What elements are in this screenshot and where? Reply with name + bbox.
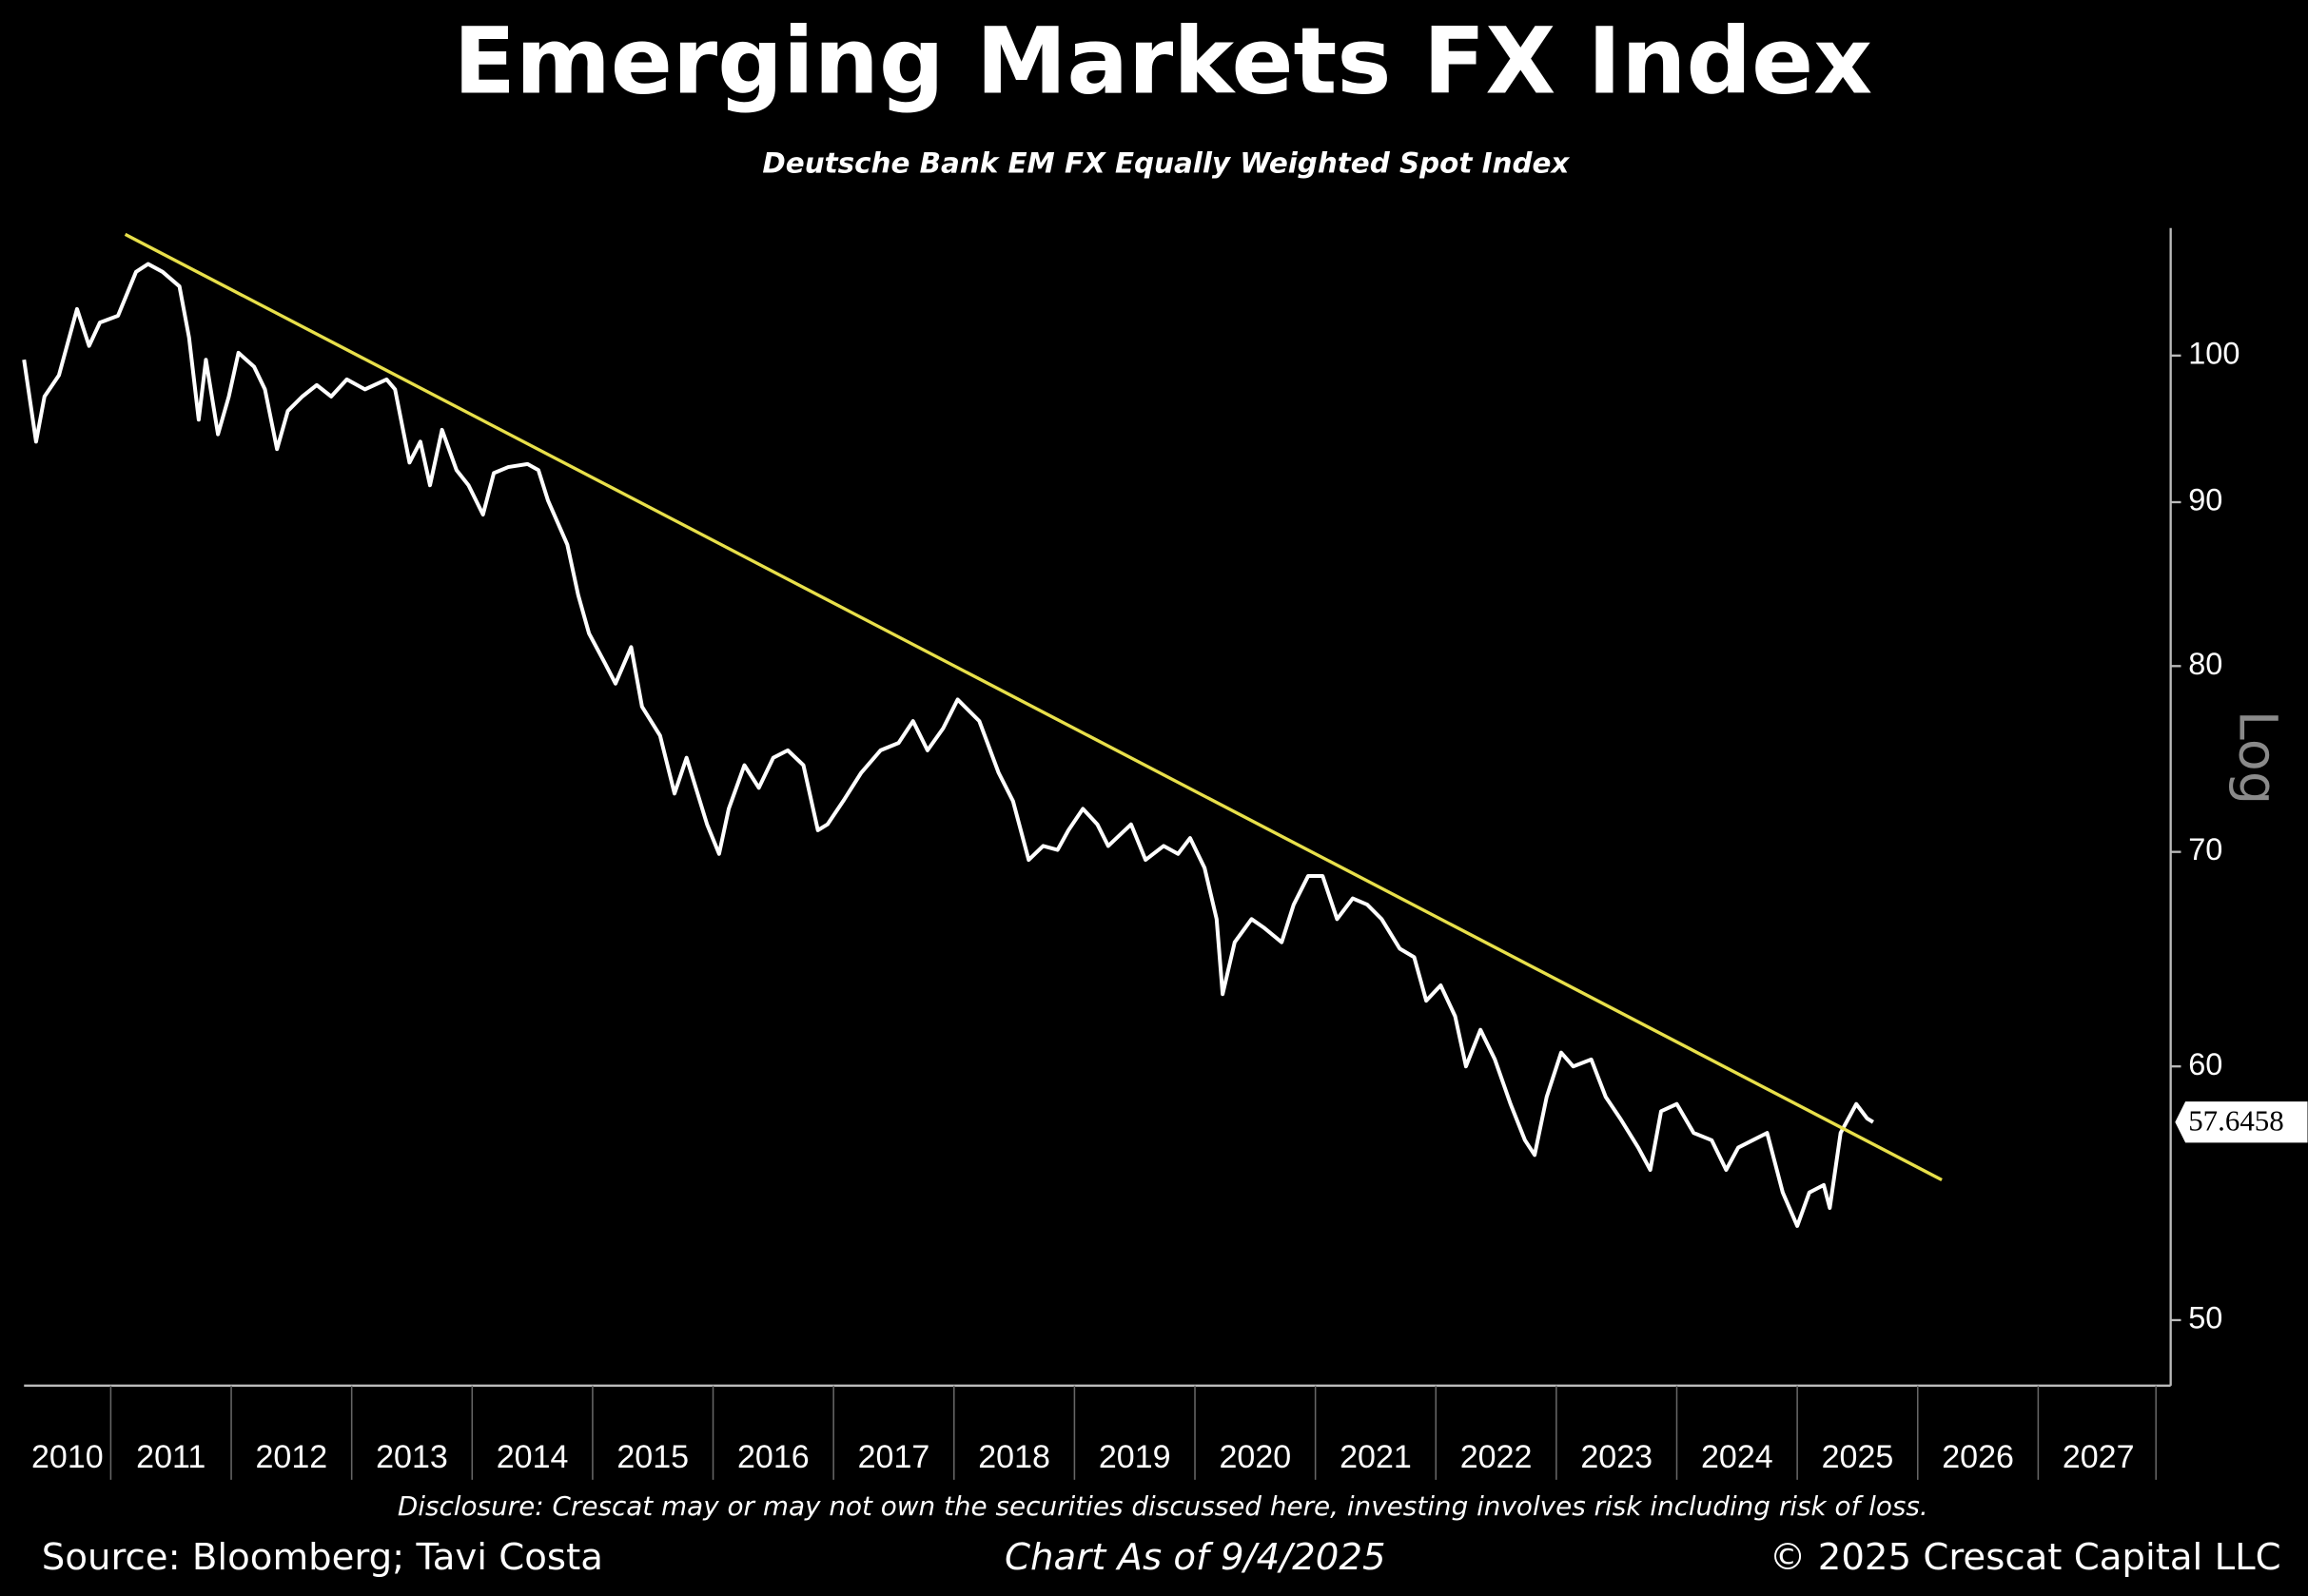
x-tick-label: 2012 — [256, 1439, 328, 1475]
source: Source: Bloomberg; Tavi Costa — [42, 1536, 603, 1579]
x-tick-label: 2020 — [1219, 1439, 1291, 1475]
x-tick-label: 2013 — [376, 1439, 448, 1475]
data-line — [22, 262, 1874, 1228]
last-value-box — [2175, 1101, 2308, 1143]
as-of-date: Chart As of 9/4/2025 — [1005, 1536, 1386, 1579]
copyright: © 2025 Crescat Capital LLC — [1770, 1536, 2281, 1579]
x-tick-label: 2025 — [1822, 1439, 1894, 1475]
disclosure: Disclosure: Crescat may or may not own t… — [398, 1490, 1928, 1522]
chart-subtitle: Deutsche Bank EM FX Equally Weighted Spo… — [762, 147, 1570, 180]
x-tick-label: 2026 — [1942, 1439, 2014, 1475]
x-tick-label: 2011 — [136, 1439, 205, 1475]
x-tick-label: 2010 — [31, 1439, 104, 1475]
x-tick-label: 2018 — [978, 1439, 1050, 1475]
x-tick-label: 2023 — [1580, 1439, 1653, 1475]
x-tick-label: 2027 — [2063, 1439, 2135, 1475]
y-tick-label: 50 — [2188, 1301, 2222, 1335]
chart-title: Emerging Markets FX Index — [454, 9, 1873, 115]
y-tick-label: 60 — [2188, 1047, 2222, 1081]
x-tick-label: 2024 — [1701, 1439, 1773, 1475]
y-tick-label: 70 — [2188, 832, 2222, 866]
x-tick-label: 2015 — [616, 1439, 689, 1475]
x-tick-label: 2021 — [1340, 1439, 1412, 1475]
x-tick-label: 2019 — [1099, 1439, 1171, 1475]
x-tick-label: 2014 — [497, 1439, 569, 1475]
y-axis-label: Log — [2227, 710, 2289, 805]
y-tick-label: 90 — [2188, 483, 2222, 517]
y-tick-label: 80 — [2188, 647, 2222, 681]
trend-line — [124, 232, 1943, 1182]
x-tick-label: 2022 — [1460, 1439, 1533, 1475]
x-tick-label: 2016 — [737, 1439, 810, 1475]
x-tick-label: 2017 — [858, 1439, 930, 1475]
last-value-label: 57.6458 — [2188, 1103, 2284, 1137]
y-tick-label: 100 — [2188, 336, 2240, 370]
